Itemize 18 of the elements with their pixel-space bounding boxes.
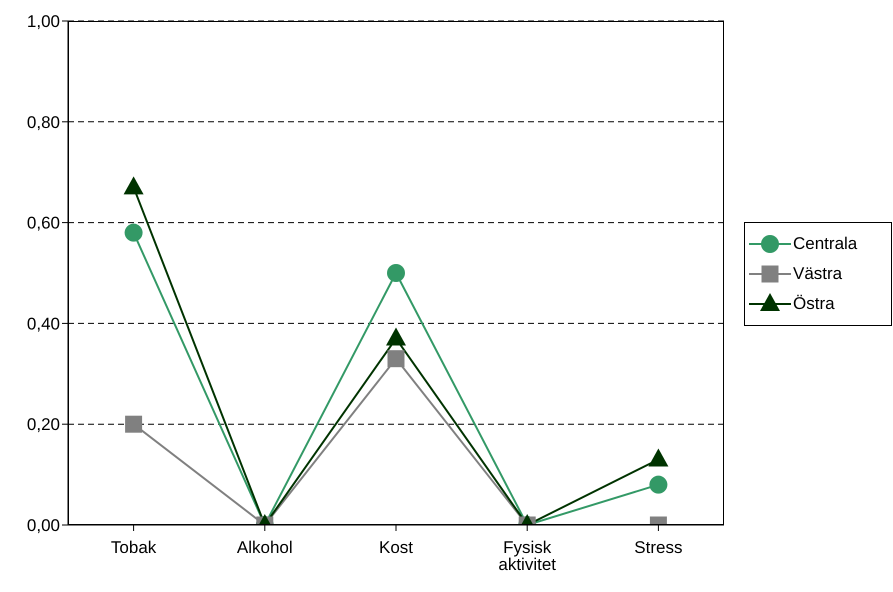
x-tick-label: Tobak <box>110 538 157 558</box>
y-tick-label: 0,60 <box>26 214 60 233</box>
point <box>124 224 143 242</box>
y-tick-label: 1,00 <box>26 12 60 32</box>
legend-label: Västra <box>793 264 842 284</box>
y-tick-label: 0,00 <box>26 516 60 536</box>
y-tick-label: 0,40 <box>26 314 60 334</box>
point <box>387 264 405 282</box>
y-tick-label: 0,20 <box>26 415 60 434</box>
x-tick-label: Alkohol <box>236 538 293 558</box>
legend-label: Östra <box>793 294 835 314</box>
x-tick-label: Kost <box>378 538 414 558</box>
x-tick-label: Stress <box>634 538 682 558</box>
x-tick-label: Fysisk aktivitet <box>498 538 556 574</box>
legend-label: Centrala <box>793 234 858 254</box>
point <box>648 448 668 466</box>
point <box>386 328 406 346</box>
y-tick-label: 0,80 <box>26 112 60 132</box>
